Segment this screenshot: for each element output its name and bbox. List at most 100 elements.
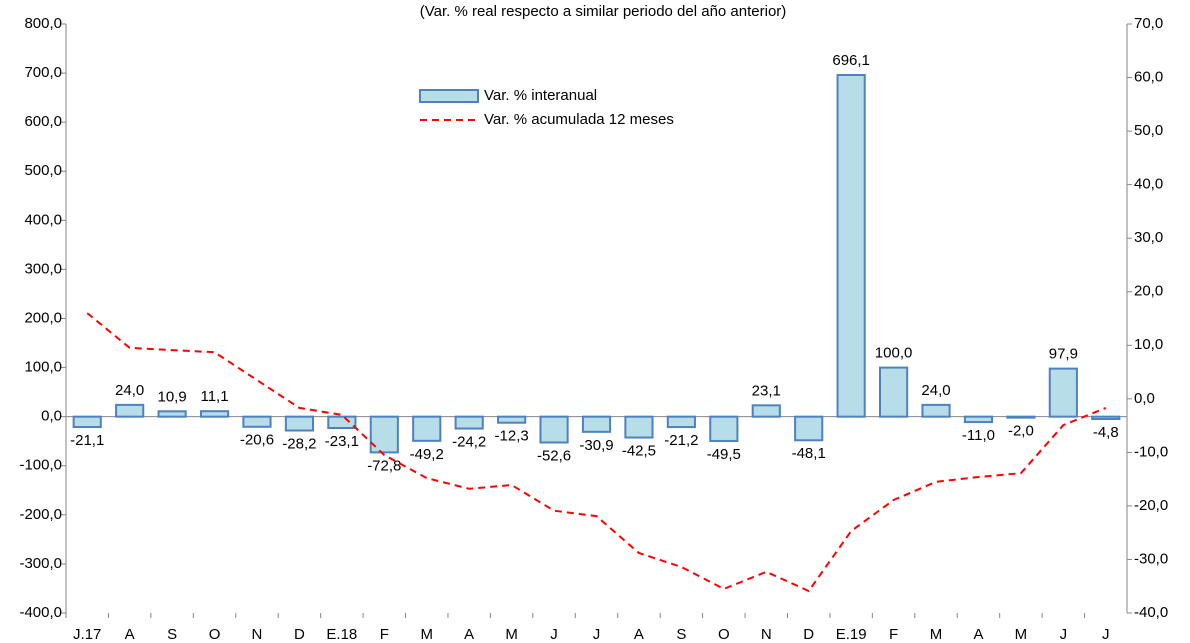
x-tick-label: M [420,626,433,643]
y2-tick-label: 40,0 [1134,176,1163,193]
data-label: -42,5 [622,442,656,459]
legend-swatch [419,89,479,103]
data-label: -30,9 [579,437,613,454]
data-label: -2,0 [1008,423,1034,440]
data-label: 696,1 [832,52,870,69]
x-tick-label: D [803,626,814,643]
bar [709,415,739,442]
x-tick-label: A [634,626,644,643]
bar [454,415,484,430]
y-tick-label: 700,0 [24,64,62,81]
x-tick-label: E.19 [836,626,867,643]
bar [751,404,781,418]
bar [963,415,994,424]
data-label: -20,6 [240,432,274,449]
x-tick-label: S [676,626,686,643]
x-tick-label: M [505,626,518,643]
y2-tick-label: 10,0 [1134,336,1163,353]
x-tick-label: O [718,626,730,643]
bar [72,415,102,429]
x-tick-label: N [761,626,772,643]
bar [1048,367,1078,418]
bar [539,415,569,444]
x-tick-label: F [380,626,389,643]
x-tick-label: J [1060,626,1068,643]
bar [666,415,696,429]
data-label: -72,8 [367,457,401,474]
x-tick-label: J.17 [73,626,101,643]
data-label: 23,1 [752,382,781,399]
bar [794,415,824,442]
data-label: -52,6 [537,447,571,464]
bar [581,415,612,433]
x-tick-label: A [464,626,474,643]
y2-tick-label: 60,0 [1134,69,1163,86]
y2-tick-label: -40,0 [1134,604,1168,621]
legend-label: Var. % interanual [484,87,597,104]
x-tick-label: S [167,626,177,643]
y-tick-label: 200,0 [24,309,62,326]
chart-title: (Var. % real respecto a similar periodo … [420,3,787,20]
bar [412,415,442,442]
y-tick-label: 800,0 [24,15,62,32]
bar [1006,415,1036,419]
x-tick-label: M [1015,626,1028,643]
data-label: -12,3 [495,428,529,445]
data-label: -49,5 [707,446,741,463]
y-tick-label: -200,0 [19,506,62,523]
data-label: 24,0 [921,382,950,399]
bar [327,415,357,430]
bar [242,415,272,428]
data-label: -4,8 [1093,424,1119,441]
bar [199,410,230,418]
data-label: -21,1 [70,432,104,449]
data-label: -11,0 [962,427,995,444]
x-tick-label: O [209,626,221,643]
x-tick-label: J [1102,626,1110,643]
y-tick-label: 400,0 [24,211,62,228]
y2-tick-label: -30,0 [1134,550,1168,567]
legend-label: Var. % acumulada 12 meses [484,111,674,128]
y-tick-label: -100,0 [19,457,62,474]
bar [157,410,187,418]
bar [115,403,145,418]
x-tick-label: F [889,626,898,643]
y-tick-label: 0,0 [41,408,62,425]
y2-tick-label: 70,0 [1134,15,1163,32]
x-tick-label: J [550,626,558,643]
y2-tick-label: -20,0 [1134,497,1168,514]
data-label: -48,1 [792,445,826,462]
y-tick-label: 300,0 [24,260,62,277]
data-label: 100,0 [875,345,913,362]
bar [836,73,866,418]
y-tick-label: -400,0 [19,604,62,621]
bar [284,415,315,432]
y-tick-label: -300,0 [19,555,62,572]
x-tick-label: J [593,626,601,643]
data-label: 97,9 [1049,346,1078,363]
data-label: 10,9 [157,388,186,405]
x-tick-label: A [973,626,983,643]
y2-tick-label: 30,0 [1134,229,1163,246]
y-tick-label: 600,0 [24,113,62,130]
data-label: -23,1 [325,433,359,450]
y2-tick-label: 50,0 [1134,122,1163,139]
data-label: 11,1 [200,388,228,405]
data-label: -28,2 [282,435,316,452]
x-tick-label: M [930,626,943,643]
line [86,312,1107,593]
x-tick-label: A [125,626,135,643]
bar [921,403,951,418]
x-tick-label: N [252,626,263,643]
y-tick-label: 100,0 [24,359,62,376]
y2-tick-label: -10,0 [1134,443,1168,460]
bar [497,415,527,424]
bar [1091,415,1121,421]
y-tick-label: 500,0 [24,162,62,179]
data-label: -49,2 [410,446,444,463]
x-tick-label: E.18 [326,626,357,643]
data-label: -24,2 [452,434,486,451]
x-tick-label: D [294,626,305,643]
bar [878,366,909,418]
